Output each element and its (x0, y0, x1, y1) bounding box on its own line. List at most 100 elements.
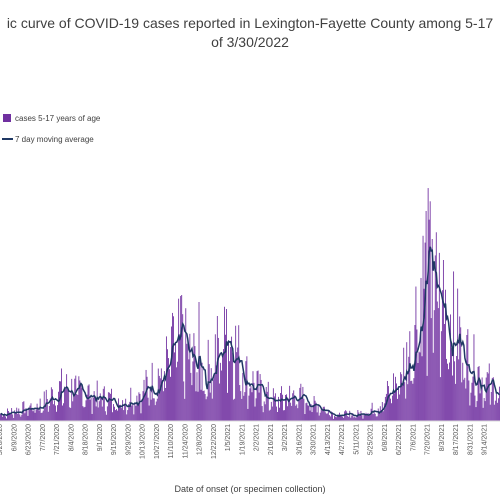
case-bar (447, 363, 448, 421)
case-bar (245, 361, 247, 421)
case-bar (244, 392, 246, 421)
case-bar (329, 416, 331, 421)
case-bar (68, 389, 70, 421)
case-bar (334, 415, 335, 421)
case-bar (247, 408, 249, 421)
case-bar (14, 410, 16, 421)
case-bar (236, 352, 238, 421)
case-bar (390, 398, 391, 421)
case-bar (439, 377, 441, 421)
bar-series (0, 188, 500, 421)
x-axis-title: Date of onset (or specimen collection) (174, 484, 325, 494)
case-bar (458, 359, 460, 421)
case-bar (341, 415, 343, 421)
case-bar (417, 362, 419, 421)
case-bar (298, 399, 300, 421)
case-bar (424, 242, 426, 421)
case-bar (16, 407, 18, 421)
x-tick-label: 7/21/2020 (54, 424, 61, 455)
case-bar (465, 388, 467, 421)
case-bar (140, 413, 142, 421)
case-bar (435, 232, 437, 421)
case-bar (184, 398, 186, 421)
case-bar (63, 403, 65, 421)
case-bar (1, 413, 2, 421)
case-bar (455, 383, 457, 421)
case-bar (350, 417, 352, 421)
case-bar (373, 410, 375, 421)
x-tick-label: 5/11/2021 (353, 424, 360, 455)
case-bar (292, 393, 294, 421)
case-bar (460, 327, 462, 421)
case-bar (385, 393, 387, 421)
case-bar (257, 370, 259, 421)
case-bar (123, 410, 125, 421)
case-bar (98, 401, 100, 421)
case-bar (323, 406, 325, 421)
case-bar (58, 391, 59, 421)
x-tick-label: 5/26/2020 (0, 424, 4, 455)
case-bar (224, 306, 225, 421)
case-bar (426, 375, 428, 421)
case-bar (11, 408, 13, 421)
case-bar (103, 386, 105, 421)
case-bar (29, 405, 31, 421)
case-bar (107, 392, 109, 421)
case-bar (358, 412, 360, 421)
case-bar (335, 416, 336, 421)
case-bar (74, 378, 76, 421)
case-bar (101, 406, 103, 421)
case-bar (230, 347, 232, 421)
case-bar (493, 404, 495, 421)
case-bar (267, 381, 269, 421)
case-bar (193, 333, 195, 421)
case-bar (182, 314, 184, 421)
x-tick-label: 2/2/2021 (254, 424, 261, 451)
case-bar (239, 385, 241, 421)
case-bar (28, 407, 30, 421)
case-bar (129, 401, 131, 421)
case-bar (86, 394, 88, 421)
case-bar (190, 372, 192, 421)
case-bar (106, 406, 108, 421)
case-bar (336, 417, 337, 421)
case-bar (93, 391, 95, 421)
case-bar (115, 410, 116, 421)
case-bar (91, 413, 93, 421)
case-bar (235, 325, 237, 421)
case-bar (37, 407, 39, 421)
case-bar (420, 277, 422, 421)
case-bar (21, 414, 23, 421)
case-bar (174, 352, 175, 421)
case-bar (316, 412, 318, 421)
case-bar (3, 415, 4, 421)
case-bar (99, 393, 101, 421)
case-bar (69, 407, 71, 421)
case-bar (15, 413, 17, 421)
case-bar (328, 415, 330, 421)
case-bar (206, 396, 208, 421)
case-bar (437, 308, 439, 421)
case-bar (114, 406, 115, 421)
case-bar (205, 399, 207, 421)
case-bar (288, 398, 290, 421)
case-bar (366, 415, 368, 421)
case-bar (72, 401, 74, 421)
x-tick-label: 6/9/2020 (11, 424, 18, 451)
x-tick-label: 1/19/2021 (239, 424, 246, 455)
x-tick-label: 7/7/2020 (40, 424, 47, 451)
case-bar (482, 407, 484, 421)
case-bar (492, 377, 494, 421)
case-bar (467, 329, 469, 421)
case-bar (192, 361, 194, 421)
case-bar (377, 408, 379, 421)
x-tick-label: 9/1/2020 (97, 424, 104, 451)
case-bar (419, 352, 421, 421)
case-bar (259, 374, 261, 421)
case-bar (40, 412, 42, 421)
case-bar (152, 398, 154, 421)
case-bar (202, 391, 204, 421)
case-bar (200, 389, 202, 421)
case-bar (126, 414, 128, 421)
case-bar (300, 383, 302, 421)
